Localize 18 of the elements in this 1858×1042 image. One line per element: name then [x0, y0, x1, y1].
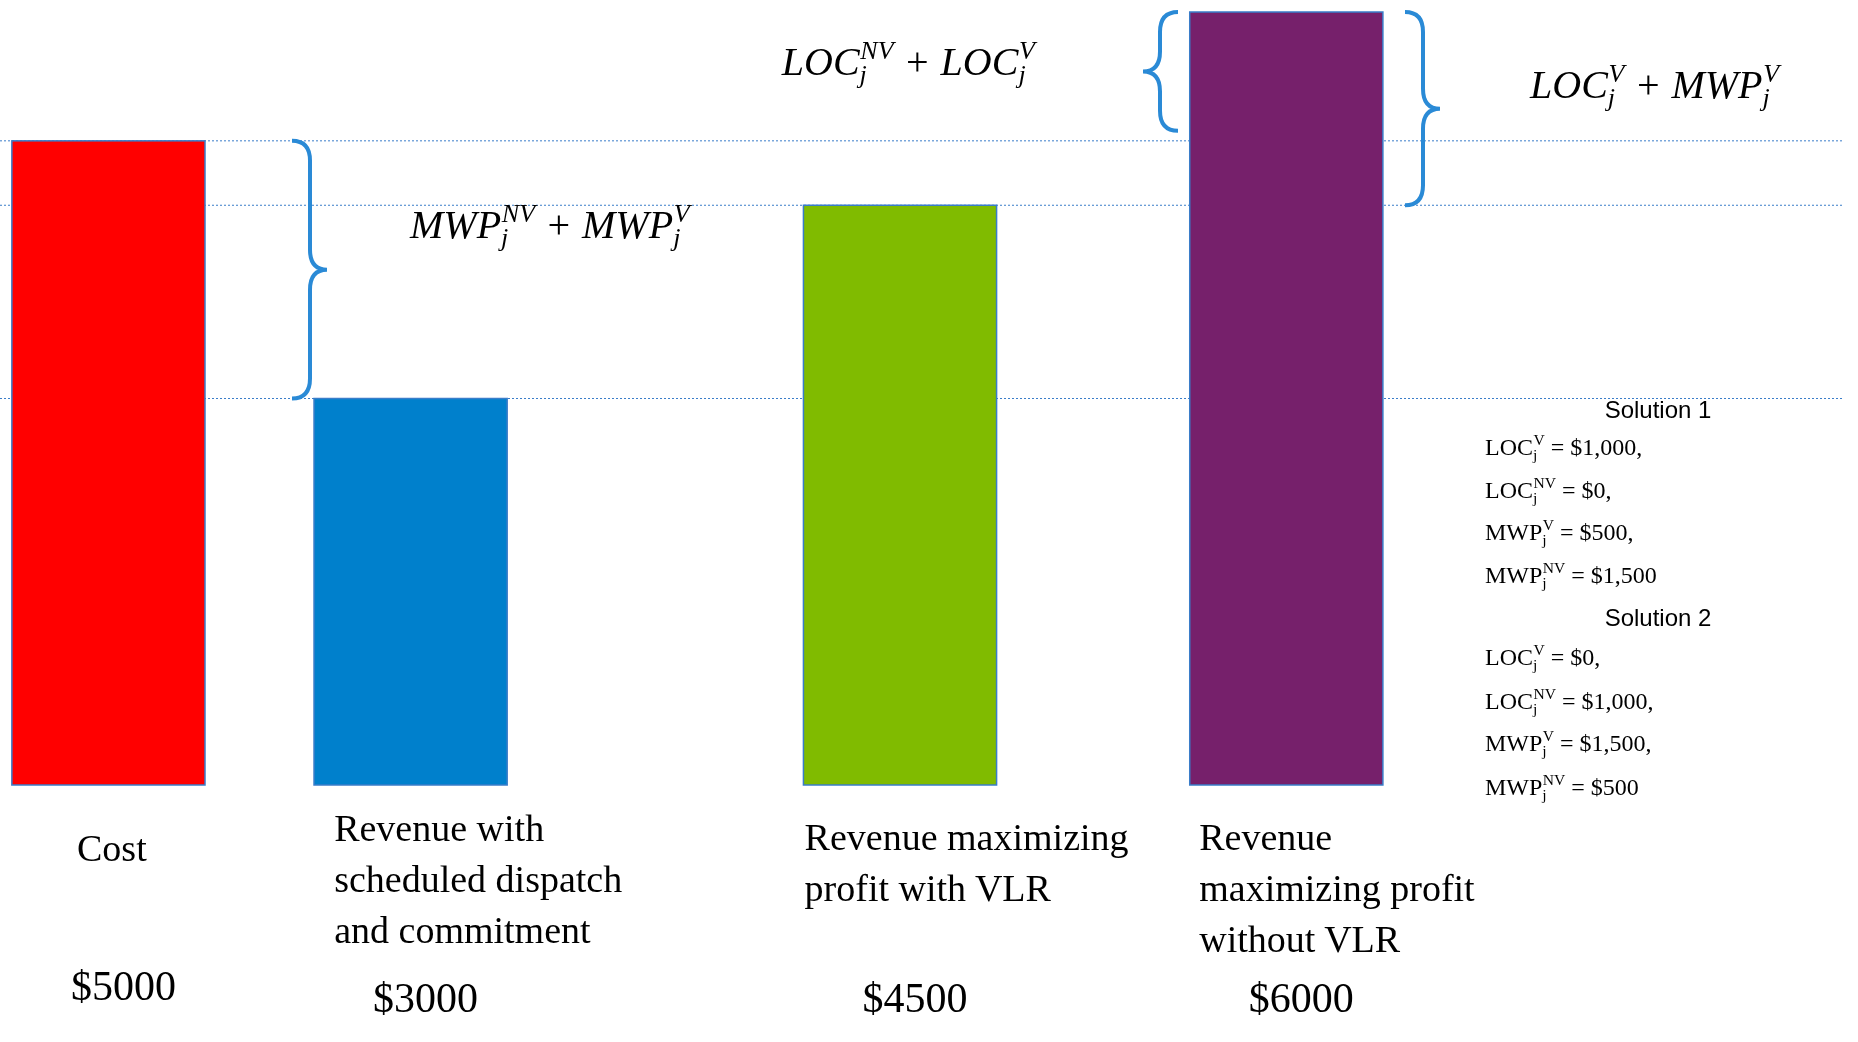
data-label: $6000 — [1248, 975, 1354, 1021]
x-tick-label: Revenue maximizing profit with VLR — [804, 815, 1129, 909]
annotation: Solution 1 — [1604, 396, 1712, 424]
data-label: $4500 — [862, 975, 968, 1021]
annotation: LOC$_{j}$$^{V}$ = $0, — [1485, 641, 1601, 673]
annotation: MWP$_{j}$$^{NV}$ = $500 — [1485, 771, 1639, 803]
annotation: MWP$_{j}$$^{V}$ = $500, — [1485, 516, 1634, 549]
x-tick-label: Revenue with scheduled dispatch and commitment — [334, 807, 623, 952]
annotation: MWP$_{j}$$^{V}$ = $1,500, — [1485, 727, 1652, 759]
x-tick-label: Revenue maximizing profit without VLR — [1199, 815, 1476, 960]
annotation: MWP$_{j}$$^{NV}$ = $1,500 — [1485, 559, 1657, 591]
annotation: LOC$_{j}$$^{NV}$ = $0, — [1485, 474, 1612, 506]
data-label: $3000 — [373, 975, 479, 1021]
annotation: LOC$_{j}$$^{NV}$ = $1,000, — [1485, 684, 1654, 717]
x-tick-label: Cost — [77, 827, 148, 870]
annotation: Solution 2 — [1604, 603, 1712, 631]
annotation: LOC$_{j}$$^{V}$ = $1,000, — [1485, 431, 1643, 463]
data-label: $5000 — [70, 963, 176, 1009]
